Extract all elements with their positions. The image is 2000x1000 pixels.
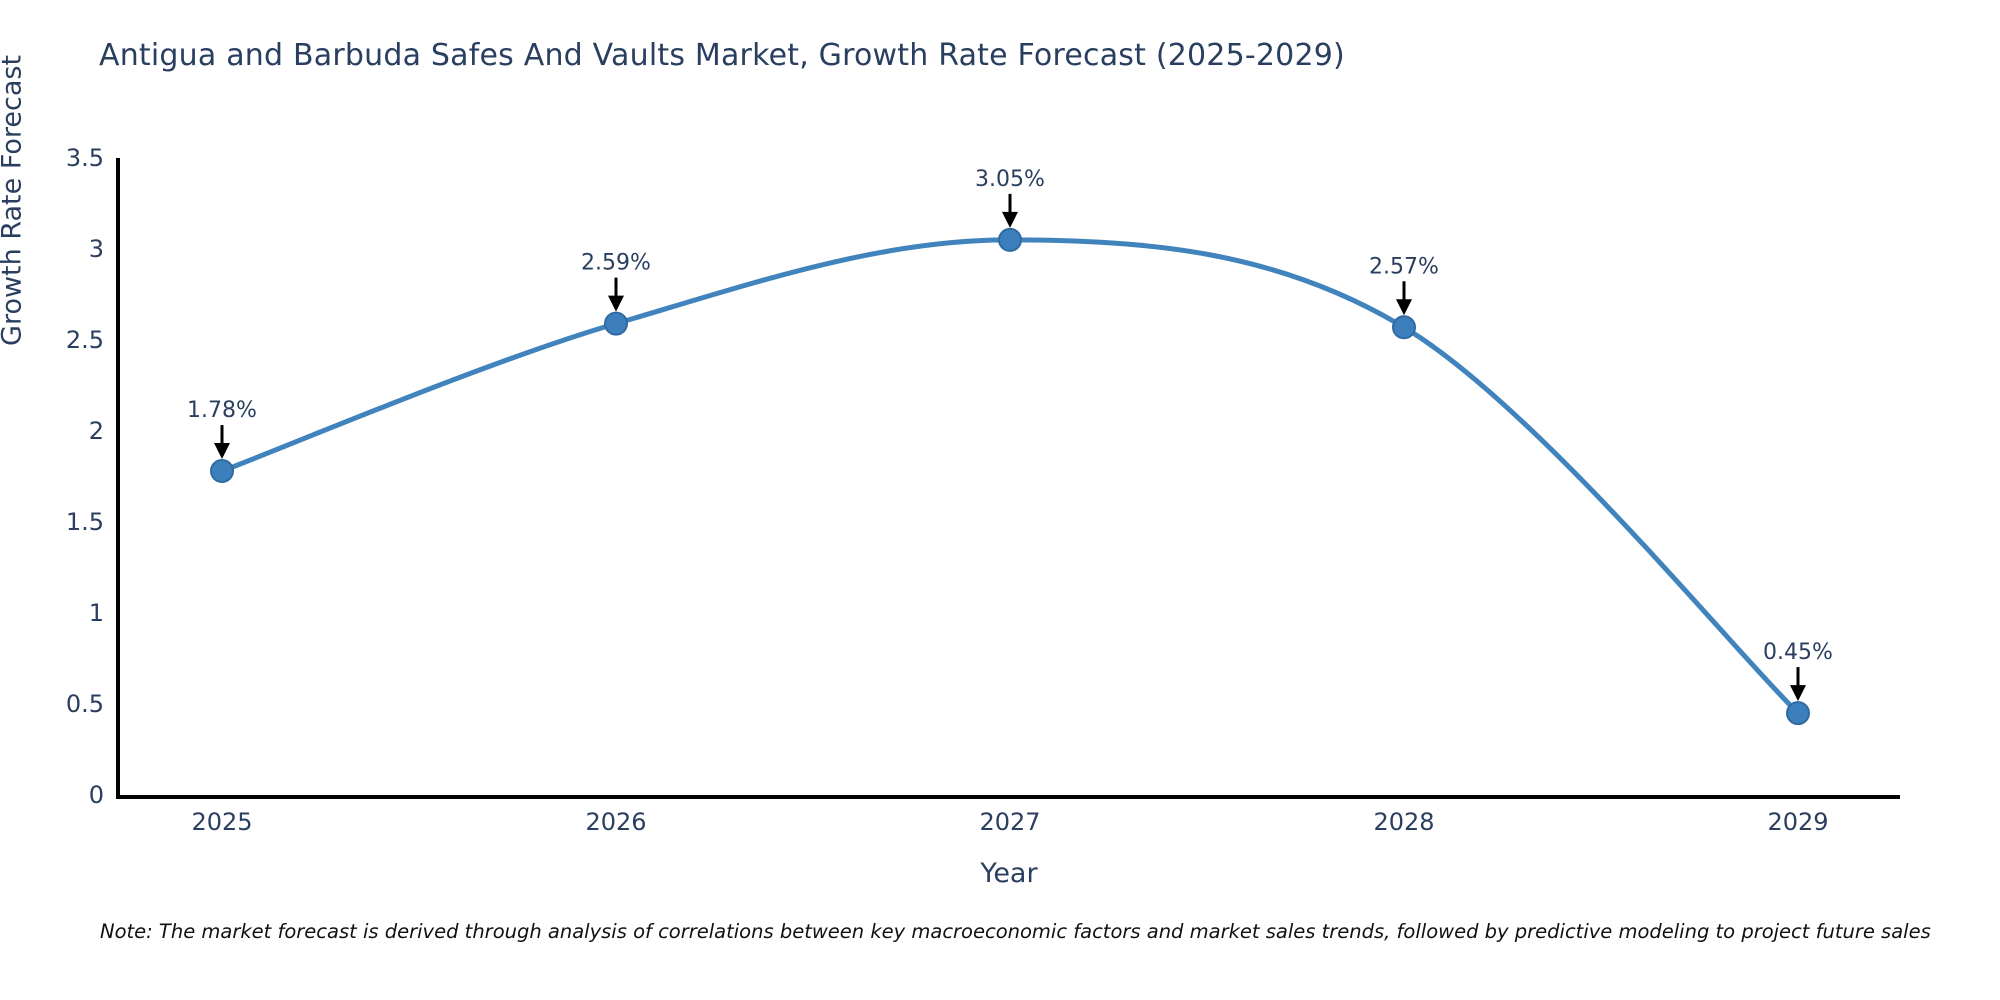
annotation-arrow-head <box>608 295 624 312</box>
chart-title: Antigua and Barbuda Safes And Vaults Mar… <box>99 38 1345 73</box>
point-annotation-label: 3.05% <box>975 167 1045 192</box>
x-tick-label: 2027 <box>979 808 1040 836</box>
x-tick-label: 2026 <box>585 808 646 836</box>
data-point-marker <box>998 227 1022 252</box>
data-point-marker <box>1786 701 1810 726</box>
x-tick-label: 2028 <box>1373 808 1434 836</box>
y-tick-label: 3 <box>89 235 104 263</box>
x-axis-title: Year <box>980 858 1038 889</box>
data-point-marker <box>604 311 628 336</box>
point-annotation-label: 0.45% <box>1763 640 1833 665</box>
point-annotation-label: 2.59% <box>581 251 651 276</box>
annotation-arrow-head <box>1396 299 1412 316</box>
annotation-arrow-head <box>214 443 230 460</box>
y-tick-label: 2.5 <box>66 326 104 354</box>
point-annotation-label: 2.57% <box>1369 254 1439 279</box>
y-tick-label: 0.5 <box>66 690 104 718</box>
annotation-arrow-head <box>1790 685 1806 702</box>
point-annotation-label: 1.78% <box>187 398 257 423</box>
y-tick-label: 0 <box>89 781 104 809</box>
footnote: Note: The market forecast is derived thr… <box>100 920 1931 943</box>
y-tick-label: 1 <box>89 599 104 627</box>
series-line <box>219 237 1801 716</box>
data-point-marker <box>210 459 234 484</box>
x-tick-label: 2029 <box>1767 808 1828 836</box>
x-tick-label: 2025 <box>191 808 252 836</box>
annotation-arrow-head <box>1002 211 1018 228</box>
y-tick-label: 1.5 <box>66 508 104 536</box>
y-tick-label: 3.5 <box>66 144 104 172</box>
data-point-marker <box>1392 315 1416 340</box>
y-tick-label: 2 <box>89 417 104 445</box>
